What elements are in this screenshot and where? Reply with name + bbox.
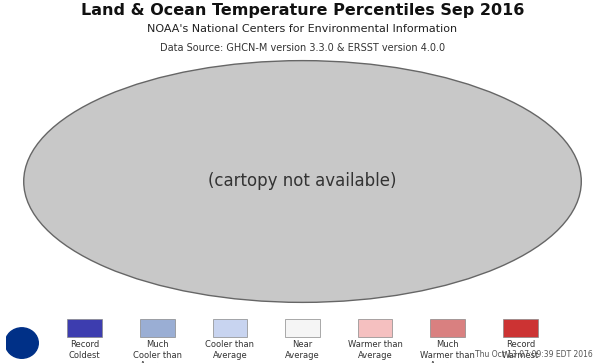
FancyBboxPatch shape bbox=[212, 319, 247, 337]
FancyBboxPatch shape bbox=[140, 319, 175, 337]
FancyBboxPatch shape bbox=[503, 319, 538, 337]
Circle shape bbox=[10, 332, 34, 354]
Text: Much
Warmer than
Average: Much Warmer than Average bbox=[420, 340, 475, 363]
Circle shape bbox=[15, 337, 29, 350]
FancyBboxPatch shape bbox=[430, 319, 465, 337]
Text: Land & Ocean Temperature Percentiles Sep 2016: Land & Ocean Temperature Percentiles Sep… bbox=[81, 3, 524, 17]
Text: (cartopy not available): (cartopy not available) bbox=[208, 172, 397, 191]
FancyBboxPatch shape bbox=[285, 319, 320, 337]
Text: Data Source: GHCN-M version 3.3.0 & ERSST version 4.0.0: Data Source: GHCN-M version 3.3.0 & ERSS… bbox=[160, 43, 445, 53]
Ellipse shape bbox=[24, 61, 581, 302]
Text: Cooler than
Average: Cooler than Average bbox=[206, 340, 254, 360]
Text: Warmer than
Average: Warmer than Average bbox=[348, 340, 402, 360]
Text: Near
Average: Near Average bbox=[285, 340, 320, 360]
Text: Record
Warmest: Record Warmest bbox=[502, 340, 539, 360]
FancyBboxPatch shape bbox=[358, 319, 393, 337]
Text: Much
Cooler than
Average: Much Cooler than Average bbox=[133, 340, 182, 363]
Text: Record
Coldest: Record Coldest bbox=[69, 340, 100, 360]
Text: NOAA's National Centers for Environmental Information: NOAA's National Centers for Environmenta… bbox=[148, 24, 457, 34]
Circle shape bbox=[18, 340, 25, 346]
FancyBboxPatch shape bbox=[67, 319, 102, 337]
Text: Thu Oct 13 07:09:39 EDT 2016: Thu Oct 13 07:09:39 EDT 2016 bbox=[475, 350, 593, 359]
Circle shape bbox=[5, 328, 38, 358]
